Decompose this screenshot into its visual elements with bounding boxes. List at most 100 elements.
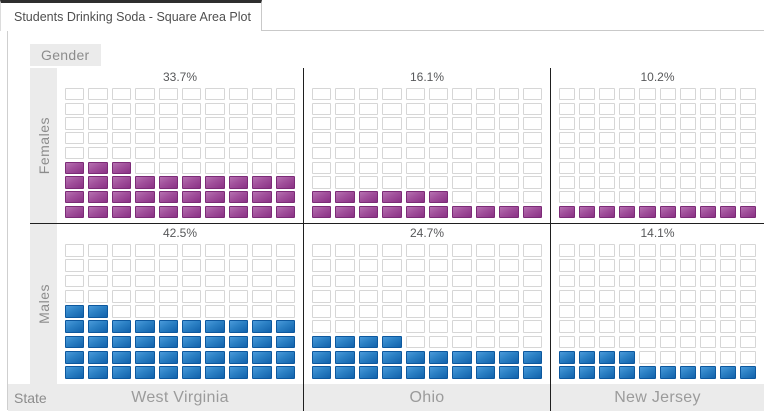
waffle-cell-filled[interactable] [499,205,519,218]
waffle-cell-filled[interactable] [312,205,332,218]
waffle-cell-filled[interactable] [135,205,155,218]
waffle-cell-filled[interactable] [158,335,178,349]
waffle-cell-filled[interactable] [205,176,225,189]
waffle-cell-filled[interactable] [228,191,249,204]
waffle-cell-filled[interactable] [65,205,85,218]
waffle-cell-filled[interactable] [358,366,379,379]
waffle-cell-filled[interactable] [522,205,542,218]
waffle-cell-filled[interactable] [228,205,249,218]
waffle-cell-filled[interactable] [181,350,202,364]
waffle-cell-filled[interactable] [205,205,225,218]
waffle-cell-filled[interactable] [158,176,178,189]
waffle-cell-filled[interactable] [252,205,272,218]
waffle-cell-filled[interactable] [65,161,85,174]
waffle-cell-filled[interactable] [65,320,85,334]
waffle-cell-filled[interactable] [111,205,132,218]
waffle-cell-filled[interactable] [228,335,249,349]
waffle-cell-filled[interactable] [275,366,295,379]
waffle-cell-filled[interactable] [205,320,225,334]
waffle-cell-filled[interactable] [428,205,449,218]
waffle-cell-filled[interactable] [252,366,272,379]
waffle-cell-filled[interactable] [65,335,85,349]
waffle-cell-filled[interactable] [275,205,295,218]
waffle-cell-filled[interactable] [475,366,496,379]
waffle-cell-filled[interactable] [111,191,132,204]
waffle-cell-filled[interactable] [135,350,155,364]
waffle-cell-filled[interactable] [679,205,696,218]
waffle-cell-filled[interactable] [65,191,85,204]
waffle-cell-filled[interactable] [228,366,249,379]
waffle-cell-filled[interactable] [111,161,132,174]
waffle-cell-filled[interactable] [252,335,272,349]
waffle-cell-filled[interactable] [158,205,178,218]
waffle-cell-filled[interactable] [65,350,85,364]
waffle-cell-filled[interactable] [335,335,355,349]
waffle-cell-filled[interactable] [65,305,85,318]
waffle-cell-filled[interactable] [135,320,155,334]
waffle-cell-filled[interactable] [639,366,656,379]
waffle-cell-filled[interactable] [181,335,202,349]
waffle-cell-filled[interactable] [499,350,519,364]
waffle-cell-filled[interactable] [619,350,636,364]
waffle-cell-filled[interactable] [405,191,425,204]
waffle-cell-filled[interactable] [181,366,202,379]
tab-square-area-plot[interactable]: Students Drinking Soda - Square Area Plo… [0,0,262,31]
waffle-cell-filled[interactable] [135,176,155,189]
waffle-cell-filled[interactable] [579,350,596,364]
waffle-cell-filled[interactable] [452,366,472,379]
waffle-cell-filled[interactable] [452,350,472,364]
waffle-cell-filled[interactable] [275,335,295,349]
waffle-cell-filled[interactable] [275,350,295,364]
waffle-cell-filled[interactable] [275,320,295,334]
waffle-cell-filled[interactable] [559,350,576,364]
waffle-cell-filled[interactable] [382,191,402,204]
waffle-cell-filled[interactable] [205,366,225,379]
waffle-cell-filled[interactable] [65,176,85,189]
waffle-cell-filled[interactable] [699,205,716,218]
waffle-cell-filled[interactable] [599,350,616,364]
waffle-cell-filled[interactable] [111,320,132,334]
waffle-cell-filled[interactable] [158,191,178,204]
waffle-cell-filled[interactable] [88,366,108,379]
waffle-cell-filled[interactable] [499,366,519,379]
waffle-cell-filled[interactable] [275,191,295,204]
waffle-cell-filled[interactable] [475,205,496,218]
waffle-cell-filled[interactable] [358,191,379,204]
waffle-cell-filled[interactable] [739,205,756,218]
waffle-cell-filled[interactable] [428,191,449,204]
waffle-cell-filled[interactable] [382,205,402,218]
waffle-cell-filled[interactable] [452,205,472,218]
waffle-cell-filled[interactable] [135,191,155,204]
waffle-cell-filled[interactable] [382,350,402,364]
waffle-cell-filled[interactable] [252,191,272,204]
waffle-cell-filled[interactable] [88,191,108,204]
waffle-cell-filled[interactable] [181,205,202,218]
waffle-cell-filled[interactable] [252,350,272,364]
waffle-cell-filled[interactable] [579,205,596,218]
waffle-cell-filled[interactable] [205,350,225,364]
waffle-cell-filled[interactable] [205,191,225,204]
waffle-cell-filled[interactable] [335,191,355,204]
waffle-cell-filled[interactable] [65,366,85,379]
waffle-cell-filled[interactable] [111,350,132,364]
waffle-cell-filled[interactable] [522,350,542,364]
waffle-cell-filled[interactable] [599,366,616,379]
waffle-cell-filled[interactable] [475,350,496,364]
waffle-cell-filled[interactable] [719,366,736,379]
waffle-cell-filled[interactable] [619,205,636,218]
waffle-cell-filled[interactable] [639,205,656,218]
waffle-cell-filled[interactable] [88,205,108,218]
waffle-cell-filled[interactable] [275,176,295,189]
waffle-cell-filled[interactable] [619,366,636,379]
waffle-cell-filled[interactable] [88,176,108,189]
waffle-cell-filled[interactable] [228,176,249,189]
waffle-cell-filled[interactable] [719,205,736,218]
waffle-cell-filled[interactable] [559,205,576,218]
waffle-cell-filled[interactable] [205,335,225,349]
waffle-cell-filled[interactable] [579,366,596,379]
waffle-cell-filled[interactable] [252,320,272,334]
waffle-cell-filled[interactable] [739,366,756,379]
waffle-cell-filled[interactable] [659,366,676,379]
waffle-cell-filled[interactable] [358,350,379,364]
waffle-cell-filled[interactable] [679,366,696,379]
